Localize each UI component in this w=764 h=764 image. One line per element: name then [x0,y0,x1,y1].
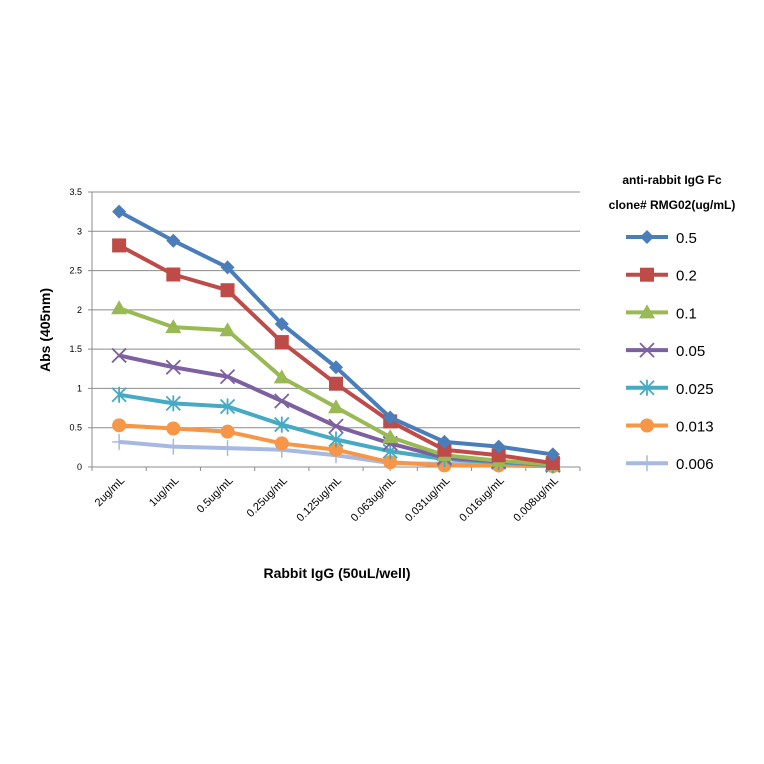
marker-x [639,342,655,358]
marker-plus [640,455,654,472]
marker-circle [166,421,181,436]
x-tick-label: 0.25ug/mL [245,475,290,520]
marker-circle [383,455,398,470]
legend-title-line-1: anti-rabbit IgG Fc [622,173,722,187]
marker-star [328,431,344,448]
marker-diamond [166,233,181,248]
marker-square [329,376,343,391]
marker-diamond [491,439,506,454]
marker-square [491,448,506,463]
marker-square [545,456,560,471]
y-tick-label: 0 [77,462,82,472]
legend-entry: 0.5 [626,230,697,247]
x-axis-title: Rabbit IgG (50uL/well) [263,565,410,581]
marker-x [219,369,236,385]
marker-triangle [273,369,290,384]
x-tick-label: 0.031ug/mL [403,475,453,525]
marker-x [165,359,181,375]
marker-square [437,442,452,457]
legend-title-line-2: clone# RMG02(ug/mL) [609,198,736,212]
legend-entry: 0.05 [626,342,705,360]
marker-diamond [640,230,654,244]
marker-diamond [383,410,398,425]
legend-entry: 0.006 [626,455,714,473]
x-tick-label: 1ug/mL [147,475,181,509]
y-tick-label: 1 [77,383,82,393]
series-0.2 [112,238,560,471]
marker-star [165,395,181,412]
y-tick-label: 3.5 [69,187,82,197]
x-tick-label: 0.125ug/mL [295,475,345,525]
legend-entry: 0.025 [626,379,714,398]
y-tick-label: 3 [77,226,82,236]
x-tick-label: 0.008ug/mL [511,475,561,525]
marker-circle [274,436,289,451]
legend-label: 0.006 [676,456,714,473]
marker-circle [640,418,654,433]
marker-x [328,418,344,434]
x-tick-label: 0.063ug/mL [349,475,399,525]
series-0.5 [112,204,560,462]
marker-triangle [382,429,399,444]
legend-entry: 0.013 [626,418,714,436]
legend-entry: 0.2 [626,267,697,285]
x-tick-label: 0.5ug/mL [195,475,236,516]
series-group [111,204,561,474]
marker-diamond [274,317,289,331]
marker-x [274,393,290,409]
marker-triangle [165,319,182,334]
marker-triangle [328,399,344,414]
y-tick-labels: 0 0.5 1 1.5 2 2.5 3 3.5 [69,187,82,472]
legend-label: 0.05 [676,343,705,360]
y-tick-label: 0.5 [69,423,82,433]
marker-diamond [545,447,560,462]
marker-star [219,398,236,415]
x-tick-label: 2ug/mL [93,475,127,509]
marker-diamond [220,260,235,275]
marker-star [274,416,290,433]
series-line [118,209,554,457]
marker-diamond [329,360,343,375]
legend-label: 0.025 [676,381,714,398]
marker-x [111,347,127,364]
marker-circle [220,424,235,439]
marker-square [166,267,181,282]
series-0.1 [111,300,561,471]
marker-plus [112,433,127,450]
marker-triangle [111,300,128,315]
legend: 0.5 0.2 0.1 0.05 0.025 0.013 0.006 [626,230,714,473]
y-tick-label: 2 [77,305,82,315]
marker-circle [112,418,127,433]
marker-square [112,238,127,253]
legend-label: 0.1 [676,305,697,322]
marker-triangle [219,322,236,337]
marker-star [111,386,127,403]
marker-plus [220,440,235,457]
marker-star [639,379,655,396]
marker-triangle [639,304,655,319]
legend-entry: 0.1 [626,304,697,322]
y-tick-label: 1.5 [69,344,82,354]
x-tick-label: 0.016ug/mL [457,475,507,525]
marker-diamond [112,204,127,219]
marker-circle [329,442,343,457]
legend-label: 0.013 [676,419,714,436]
marker-square [640,267,654,282]
marker-plus [166,438,181,455]
marker-diamond [437,434,452,449]
marker-square [220,283,235,298]
marker-square [274,335,289,350]
legend-label: 0.2 [676,268,697,285]
y-tick-label: 2.5 [69,266,82,276]
x-tick-labels: 2ug/mL 1ug/mL 0.5ug/mL 0.25ug/mL 0.125ug/mL 0… [93,475,561,525]
y-axis-title: Abs (405nm) [37,288,53,372]
legend-label: 0.5 [676,230,697,247]
